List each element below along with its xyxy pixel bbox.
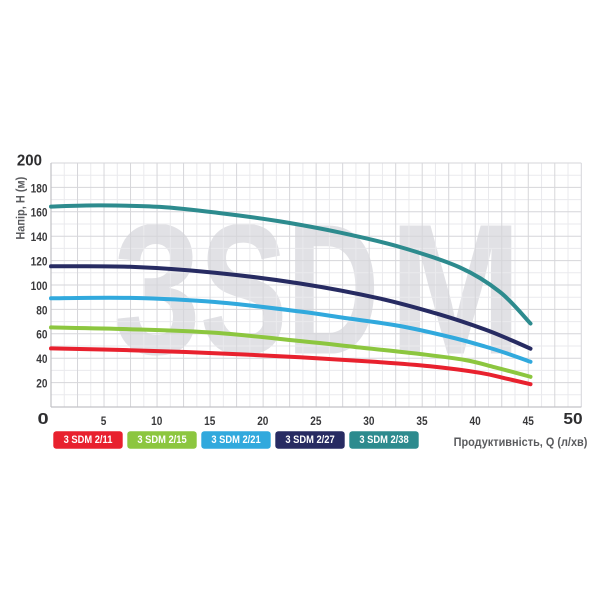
svg-text:3 SDM 2/38: 3 SDM 2/38 [359,434,409,446]
svg-text:80: 80 [36,305,47,318]
svg-text:20: 20 [36,378,47,391]
svg-text:40: 40 [36,353,47,366]
svg-text:160: 160 [31,207,48,220]
svg-text:140: 140 [31,231,48,244]
svg-text:15: 15 [204,415,215,428]
svg-text:100: 100 [31,280,48,293]
svg-text:35: 35 [416,415,427,428]
svg-text:45: 45 [523,415,534,428]
svg-text:50: 50 [563,410,582,428]
svg-text:120: 120 [31,256,48,269]
svg-text:3 SDM 2/11: 3 SDM 2/11 [64,434,113,446]
svg-text:10: 10 [151,415,162,428]
svg-text:3 SDM 2/15: 3 SDM 2/15 [137,434,187,446]
svg-text:0: 0 [37,410,48,428]
svg-text:200: 200 [17,152,42,170]
svg-text:Продуктивність, Q (л/хв): Продуктивність, Q (л/хв) [454,437,588,450]
svg-text:40: 40 [469,415,480,428]
svg-text:20: 20 [257,415,268,428]
svg-text:60: 60 [36,329,47,342]
svg-text:30: 30 [363,415,374,428]
svg-text:25: 25 [310,415,321,428]
svg-text:3 SDM 2/21: 3 SDM 2/21 [211,434,261,446]
svg-text:180: 180 [31,183,48,196]
svg-text:3 SDM 2/27: 3 SDM 2/27 [285,434,335,446]
svg-text:5: 5 [101,415,107,428]
svg-text:Напір, H (м): Напір, H (м) [15,177,28,240]
